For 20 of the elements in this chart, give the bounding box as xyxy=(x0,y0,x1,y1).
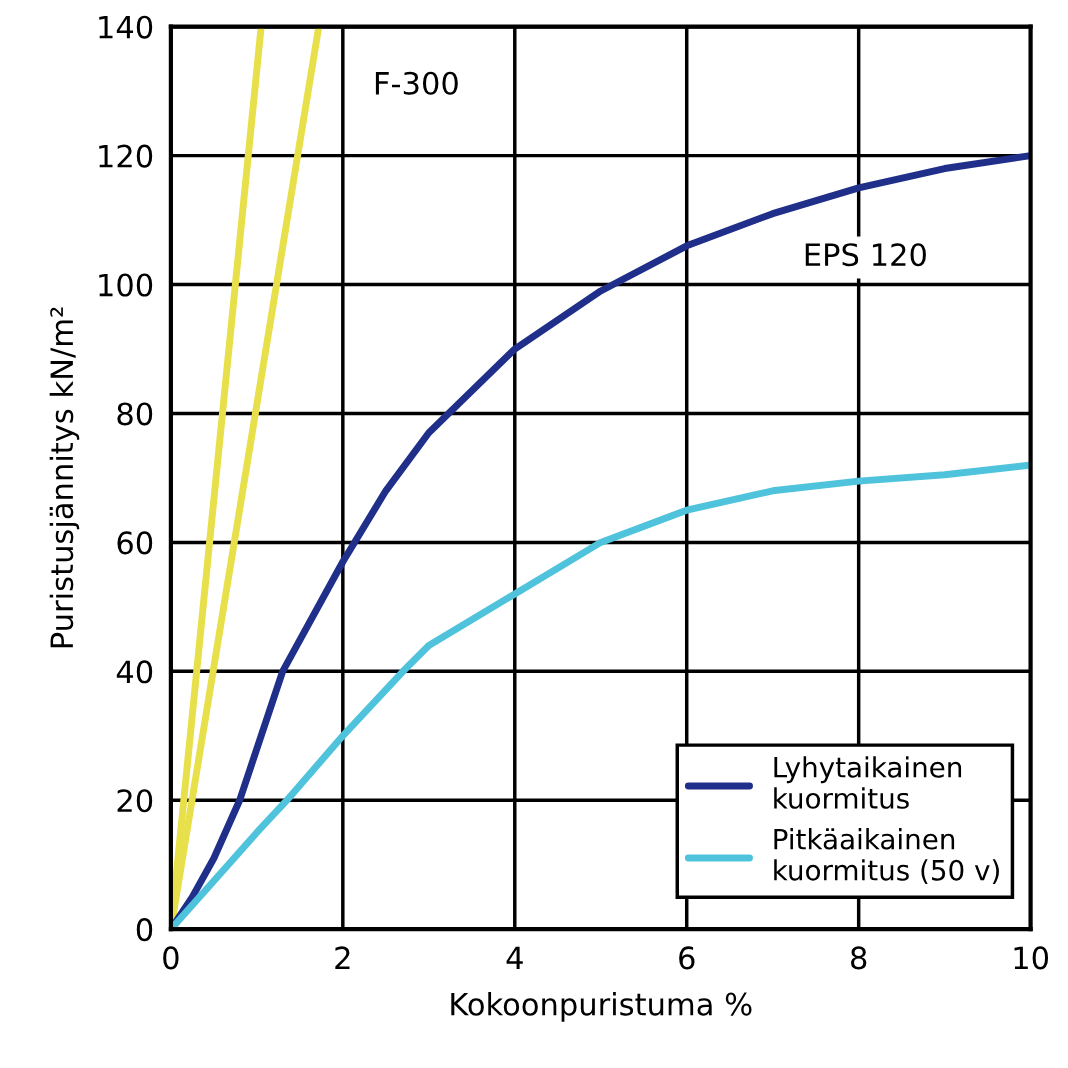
y-tick-label: 140 xyxy=(99,15,153,39)
y-tick-label: 80 xyxy=(117,402,153,426)
y-tick-label: 40 xyxy=(116,660,153,684)
y-axis-title: Puristusjännitys kN/m² xyxy=(49,307,80,648)
x-tick-label: 0 xyxy=(163,946,179,970)
y-tick-label: 120 xyxy=(99,144,153,168)
x-tick-label: 2 xyxy=(335,946,350,970)
x-tick-label: 6 xyxy=(679,946,695,970)
x-axis-title: Kokoonpuristuma % xyxy=(451,992,752,1022)
annotation: F-300 xyxy=(375,71,458,95)
y-tick-label: 0 xyxy=(136,918,153,942)
x-tick-label: 4 xyxy=(506,946,523,970)
legend-label: Lyhytaikainen kuormitus xyxy=(774,756,962,809)
annotation: EPS 120 xyxy=(805,243,926,267)
y-tick-label: 60 xyxy=(117,531,153,555)
y-tick-label: 20 xyxy=(117,789,153,813)
x-tick-label: 10 xyxy=(1014,946,1049,970)
x-tick-label: 8 xyxy=(851,946,867,970)
y-tick-label: 100 xyxy=(99,273,153,297)
legend-label: Pitkäaikainen kuormitus (50 v) xyxy=(774,828,999,884)
